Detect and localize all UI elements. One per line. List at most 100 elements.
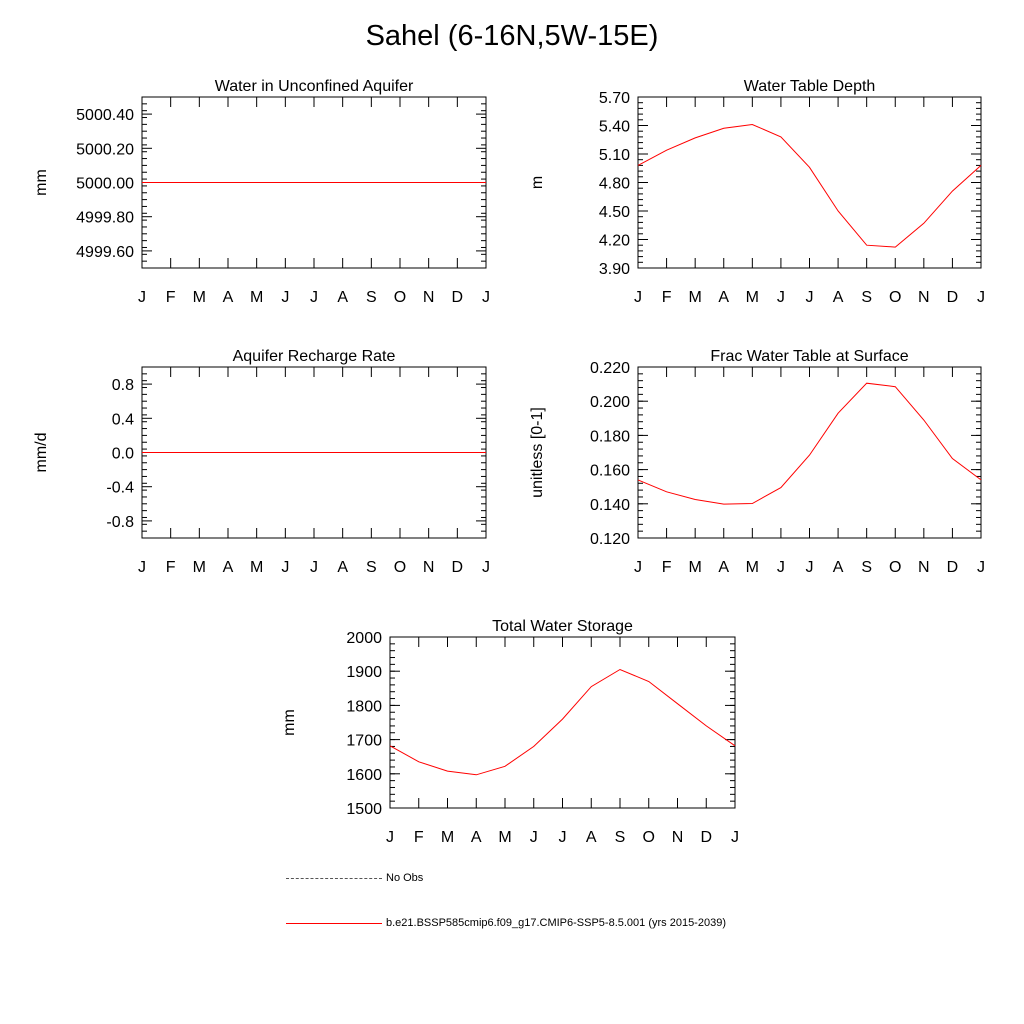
y-tick-label: 3.90 xyxy=(599,261,630,278)
y-tick-label: 4.80 xyxy=(599,176,630,193)
x-tick-label: N xyxy=(423,559,435,576)
y-axis-label: mm xyxy=(281,709,298,736)
series-line xyxy=(637,123,982,248)
legend-solid-line-icon xyxy=(286,922,382,924)
y-tick-label: 0.4 xyxy=(112,411,134,428)
chart-title: Total Water Storage xyxy=(492,618,633,635)
x-tick-label: J xyxy=(634,289,642,306)
x-tick-label: J xyxy=(138,289,146,306)
x-tick-label: M xyxy=(250,559,263,576)
x-tick-label: N xyxy=(918,289,930,306)
x-tick-label: M xyxy=(441,829,454,846)
y-tick-label: 0.160 xyxy=(590,463,630,480)
x-tick-label: D xyxy=(700,829,712,846)
y-tick-label: 0.220 xyxy=(590,360,630,377)
x-tick-label: M xyxy=(689,289,702,306)
x-tick-label: J xyxy=(310,559,318,576)
plot-frame xyxy=(637,96,982,269)
series-line xyxy=(637,382,982,505)
x-tick-label: J xyxy=(386,829,394,846)
y-axis-label: unitless [0-1] xyxy=(529,407,546,498)
legend-item-model-run: b.e21.BSSP585cmip6.f09_g17.CMIP6-SSP5-8.… xyxy=(286,917,726,929)
x-tick-label: M xyxy=(250,289,263,306)
x-tick-label: A xyxy=(833,559,844,576)
x-tick-label: N xyxy=(423,289,435,306)
x-tick-label: J xyxy=(482,289,490,306)
x-tick-label: J xyxy=(138,559,146,576)
y-tick-label: 1900 xyxy=(346,664,382,681)
y-axis-label: m xyxy=(529,176,546,189)
y-tick-label: 5000.40 xyxy=(76,107,134,124)
x-tick-label: N xyxy=(672,829,684,846)
x-tick-label: N xyxy=(918,559,930,576)
y-tick-label: 5.70 xyxy=(599,90,630,107)
x-tick-label: M xyxy=(746,559,759,576)
y-tick-label: 1600 xyxy=(346,767,382,784)
legend-item-no-obs: No Obs xyxy=(286,872,423,884)
y-tick-label: 1700 xyxy=(346,733,382,750)
x-tick-label: J xyxy=(977,289,985,306)
x-tick-label: J xyxy=(977,559,985,576)
plot-frame xyxy=(637,366,982,539)
x-tick-label: J xyxy=(634,559,642,576)
y-tick-label: -0.4 xyxy=(106,480,134,497)
x-tick-label: J xyxy=(482,559,490,576)
x-tick-label: A xyxy=(223,559,234,576)
chart-title: Water in Unconfined Aquifer xyxy=(215,78,414,95)
chart-title: Aquifer Recharge Rate xyxy=(233,348,396,365)
y-axis-label: mm/d xyxy=(33,433,50,473)
x-tick-label: D xyxy=(452,559,464,576)
x-tick-label: J xyxy=(281,559,289,576)
x-tick-label: J xyxy=(731,829,739,846)
x-tick-label: J xyxy=(777,559,785,576)
x-tick-label: A xyxy=(337,289,348,306)
x-tick-label: O xyxy=(394,289,406,306)
page-title: Sahel (6-16N,5W-15E) xyxy=(365,20,659,52)
x-tick-label: A xyxy=(223,289,234,306)
y-tick-label: 1500 xyxy=(346,801,382,818)
x-tick-label: M xyxy=(689,559,702,576)
x-tick-label: S xyxy=(615,829,626,846)
y-tick-label: 5000.20 xyxy=(76,141,134,158)
x-tick-label: J xyxy=(806,559,814,576)
x-tick-label: S xyxy=(366,559,377,576)
y-tick-label: 0.140 xyxy=(590,497,630,514)
y-tick-label: 0.200 xyxy=(590,394,630,411)
x-tick-label: J xyxy=(806,289,814,306)
x-tick-label: O xyxy=(643,829,655,846)
y-tick-label: 4999.60 xyxy=(76,244,134,261)
x-tick-label: F xyxy=(662,289,672,306)
x-tick-label: J xyxy=(310,289,318,306)
x-tick-label: A xyxy=(718,559,729,576)
x-tick-label: J xyxy=(559,829,567,846)
x-tick-label: J xyxy=(530,829,538,846)
x-tick-label: O xyxy=(889,289,901,306)
legend-label-model-run: b.e21.BSSP585cmip6.f09_g17.CMIP6-SSP5-8.… xyxy=(386,917,726,929)
x-tick-label: F xyxy=(414,829,424,846)
legend-label-no-obs: No Obs xyxy=(386,872,424,884)
y-tick-label: 4.20 xyxy=(599,233,630,250)
chart-frac-water-table-surface: Frac Water Table at Surface unitless [0-1… xyxy=(529,348,985,576)
x-tick-label: J xyxy=(777,289,785,306)
y-tick-label: 4999.80 xyxy=(76,210,134,227)
x-tick-label: M xyxy=(746,289,759,306)
legend-dashed-line-icon xyxy=(286,877,382,879)
x-tick-label: F xyxy=(662,559,672,576)
chart-title: Water Table Depth xyxy=(744,78,876,95)
y-tick-label: 5000.00 xyxy=(76,176,134,193)
x-tick-label: A xyxy=(718,289,729,306)
x-tick-label: A xyxy=(337,559,348,576)
x-tick-label: A xyxy=(586,829,597,846)
x-tick-label: S xyxy=(366,289,377,306)
y-tick-label: 0.8 xyxy=(112,377,134,394)
y-tick-label: 1800 xyxy=(346,698,382,715)
x-tick-label: A xyxy=(471,829,482,846)
x-tick-label: D xyxy=(947,289,959,306)
chart-title: Frac Water Table at Surface xyxy=(710,348,908,365)
y-axis-label: mm xyxy=(33,169,50,196)
x-tick-label: M xyxy=(498,829,511,846)
y-tick-label: -0.8 xyxy=(106,514,134,531)
